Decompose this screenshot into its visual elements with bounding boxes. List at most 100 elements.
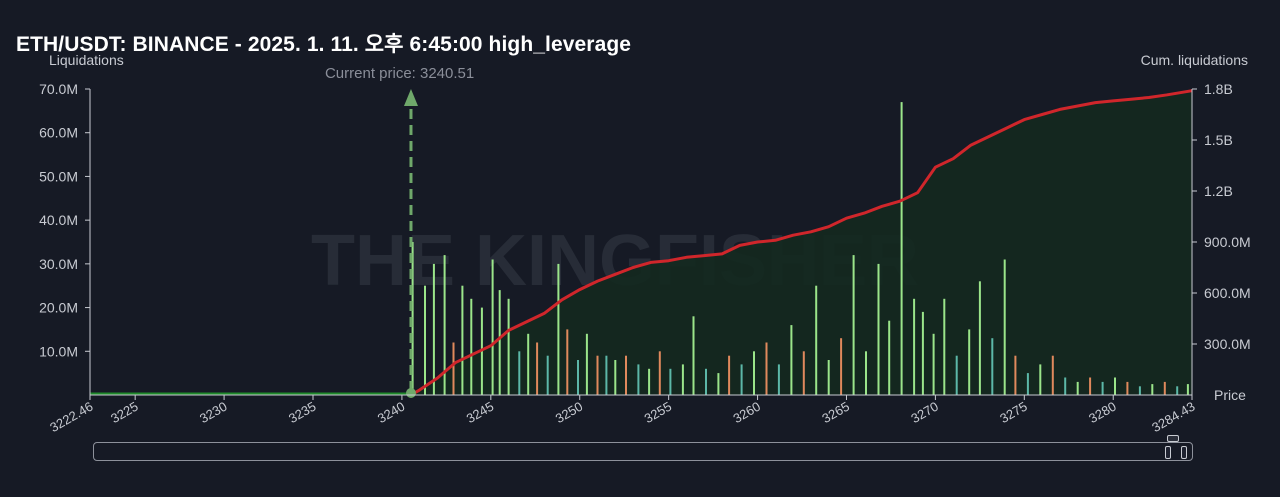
right-axis-title: Cum. liquidations (1140, 52, 1248, 68)
liquidation-bar (518, 351, 521, 395)
liquidation-bar (913, 298, 916, 395)
liquidation-bar (614, 360, 617, 395)
x-tick-label: 3230 (197, 399, 230, 426)
x-tick-label: 3284.43 (1149, 399, 1197, 435)
x-tick-label: 3270 (908, 399, 941, 426)
y2-tick-label: 1.8B (1204, 81, 1233, 97)
x-tick-label: 3240 (375, 399, 408, 426)
x-tick-label: 3260 (731, 399, 764, 426)
left-axis-title: Liquidations (49, 52, 124, 68)
liquidation-bar (625, 355, 627, 395)
liquidation-bar (955, 355, 958, 395)
liquidation-bar (1186, 384, 1189, 395)
liquidation-bar (470, 298, 473, 395)
y2-tick-label: 1.2B (1204, 183, 1233, 199)
liquidation-bar (1138, 386, 1141, 395)
liquidation-bar (852, 255, 855, 395)
liquidation-bar (802, 351, 805, 395)
liquidation-bar (432, 263, 435, 395)
liquidation-bar (827, 360, 830, 395)
liquidation-bar (1076, 381, 1079, 395)
y2-tick-label: 900.0M (1204, 234, 1251, 250)
liquidation-bar (728, 355, 731, 395)
liquidation-bar (1089, 377, 1092, 395)
range-handle-right[interactable] (1181, 446, 1187, 459)
liquidation-bar (932, 333, 935, 395)
liquidation-bar (1014, 355, 1017, 395)
x-tick-label: 3235 (286, 399, 319, 426)
y2-tick-label: 600.0M (1204, 285, 1251, 301)
liquidation-bar (1151, 384, 1154, 395)
liquidation-bar (900, 102, 903, 395)
x-tick-label: 3275 (997, 399, 1030, 426)
liquidation-bar (1114, 377, 1116, 395)
liquidation-bar (1101, 381, 1104, 395)
y2-tick-label: 300.0M (1204, 336, 1251, 352)
liquidation-bar (669, 368, 672, 395)
liquidation-bar (1051, 355, 1054, 395)
x-tick-label: 3255 (642, 399, 675, 426)
liquidation-bar (692, 316, 695, 395)
liquidation-bar (978, 281, 981, 395)
current-price-dot (405, 388, 416, 398)
cumulative-area (410, 90, 1192, 395)
y-tick-label: 20.0M (39, 300, 78, 316)
liquidation-bar (877, 263, 880, 395)
range-handle-left[interactable] (1165, 446, 1171, 459)
liquidation-bar (888, 320, 891, 395)
y-tick-label: 60.0M (39, 125, 78, 141)
liquidation-bar (424, 285, 426, 395)
y-tick-label: 10.0M (39, 343, 78, 359)
liquidation-bar (507, 298, 510, 395)
liquidation-bar (443, 255, 446, 395)
x-tick-label: 3280 (1086, 399, 1119, 426)
cumulative-fill (410, 90, 1192, 395)
x-tick-label: 3225 (108, 399, 141, 426)
liquidation-bar (1126, 381, 1129, 395)
liquidation-bar (1003, 259, 1006, 395)
liquidation-bar (840, 338, 843, 395)
liquidation-bar (536, 342, 539, 395)
liquidation-bar (943, 298, 946, 395)
liquidation-bar (865, 351, 867, 395)
liquidation-bar (921, 311, 924, 395)
liquidation-bar (681, 364, 684, 395)
liquidation-bar (753, 351, 755, 395)
y-tick-label: 70.0M (39, 81, 78, 97)
liquidation-bar (658, 351, 661, 395)
range-grip-icon[interactable] (1167, 435, 1179, 442)
liquidation-bar (498, 290, 501, 395)
cumulative-line (410, 89, 1193, 397)
x-axis-title: Price (1214, 387, 1246, 403)
liquidation-bar (1039, 364, 1042, 395)
liquidation-bar (577, 360, 579, 395)
liquidation-bar (740, 364, 743, 395)
liquidation-bar (1064, 377, 1067, 395)
liquidation-bar (566, 329, 569, 395)
liquidation-bar (411, 242, 414, 395)
liquidation-bar (557, 263, 560, 395)
liquidation-bar (717, 373, 720, 395)
chart-title: ETH/USDT: BINANCE - 2025. 1. 11. 오후 6:45… (16, 33, 632, 56)
range-scrollbar[interactable] (93, 435, 1193, 461)
liquidation-bar (596, 355, 599, 395)
liquidation-bar (605, 355, 608, 395)
x-tick-label: 3250 (553, 399, 586, 426)
liquidation-bar (705, 368, 707, 395)
liquidation-bar (991, 338, 994, 395)
y-tick-label: 50.0M (39, 168, 78, 184)
liquidation-bar (546, 355, 549, 395)
y-tick-label: 30.0M (39, 256, 78, 272)
y2-tick-label: 1.5B (1204, 132, 1233, 148)
liquidation-bar (461, 285, 464, 395)
liquidation-bar (452, 342, 455, 395)
cumulative-series-line (410, 89, 1193, 397)
liquidation-bars (411, 102, 1189, 395)
liquidation-bar (1026, 373, 1029, 395)
current-price-arrow-icon (403, 89, 418, 106)
liquidation-bar (648, 368, 651, 395)
liquidation-bar (777, 364, 780, 395)
liquidation-bar (1176, 386, 1179, 395)
liquidation-bar (765, 342, 768, 395)
